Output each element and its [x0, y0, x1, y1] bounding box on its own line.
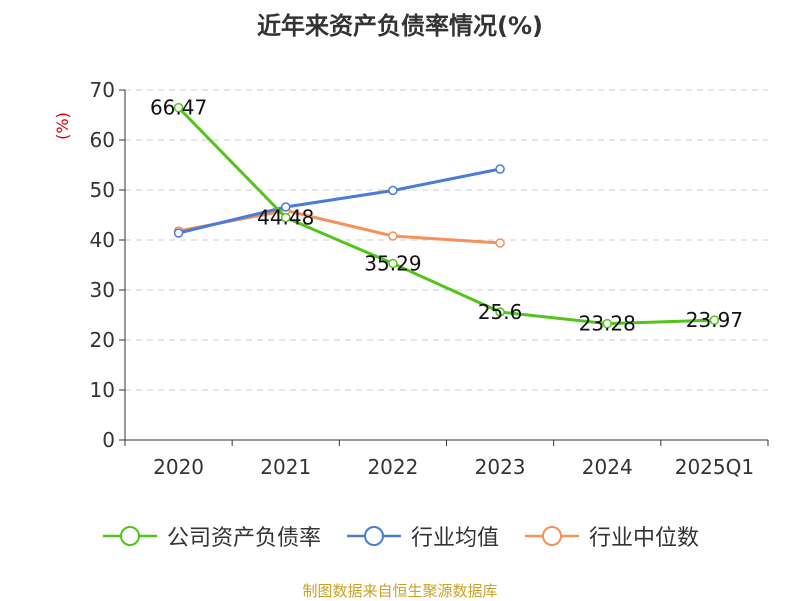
y-tick-label: 60: [90, 128, 115, 152]
data-label: 23.28: [579, 312, 636, 336]
data-point: [388, 258, 398, 269]
y-tick-label: 20: [90, 328, 115, 352]
data-point: [281, 202, 291, 212]
x-tick-label: 2025Q1: [675, 455, 754, 479]
legend-marker-icon: [102, 526, 157, 546]
y-tick-label: 50: [90, 178, 115, 202]
data-point: [602, 318, 612, 329]
data-point: [495, 238, 505, 248]
data-label: 23.97: [686, 308, 743, 332]
data-point: [709, 315, 720, 325]
series-line: [177, 167, 502, 235]
x-tick-label: 2024: [582, 455, 633, 479]
x-ticks: 2020 2021 2022 2023 2024 2025Q1: [124, 440, 769, 479]
data-point: [281, 212, 291, 223]
series-group: [173, 102, 720, 329]
data-label: 66.47: [150, 96, 207, 120]
legend-label: 行业均值: [410, 526, 499, 551]
data-point: [173, 228, 184, 238]
legend-marker-icon: [346, 526, 401, 546]
data-point: [388, 185, 398, 196]
axes: [124, 90, 768, 441]
series-line: [177, 106, 716, 326]
data-point: [495, 307, 505, 317]
x-tick-label: 2020: [153, 455, 204, 479]
legend-label: 行业中位数: [589, 526, 700, 551]
data-label: 25.6: [478, 300, 523, 324]
chart-title: 近年来资产负债率情况(%): [257, 12, 543, 40]
legend-item[interactable]: 行业均值: [345, 520, 499, 552]
data-labels: 66.47 44.48 35.29 25.6 23.28 23.97: [150, 96, 743, 336]
legend-label: 公司资产负债率: [166, 526, 321, 551]
y-tick-label: 30: [90, 278, 115, 302]
y-tick-label: 10: [90, 378, 115, 402]
y-ticks: 0 10 20 30 40 50 60 70: [90, 78, 125, 452]
data-label: 35.29: [364, 252, 421, 276]
x-tick-label: 2023: [475, 455, 526, 479]
data-point: [388, 231, 398, 241]
y-tick-label: 40: [90, 228, 115, 252]
legend-item[interactable]: 行业中位数: [523, 520, 699, 552]
legend-item[interactable]: 公司资产负债率: [101, 520, 321, 552]
x-tick-label: 2022: [367, 455, 418, 479]
y-tick-label: 70: [90, 78, 115, 102]
data-point: [173, 102, 184, 113]
data-point: [495, 164, 505, 174]
legend: 公司资产负债率 行业均值 行业中位数: [0, 520, 800, 552]
y-axis-label: (%): [53, 112, 72, 140]
x-tick-label: 2021: [260, 455, 311, 479]
data-label: 44.48: [257, 206, 314, 230]
legend-marker-icon: [525, 526, 579, 546]
series-line: [177, 209, 502, 245]
y-tick-label: 0: [102, 428, 115, 452]
source-note: 制图数据来自恒生聚源数据库: [302, 582, 498, 600]
